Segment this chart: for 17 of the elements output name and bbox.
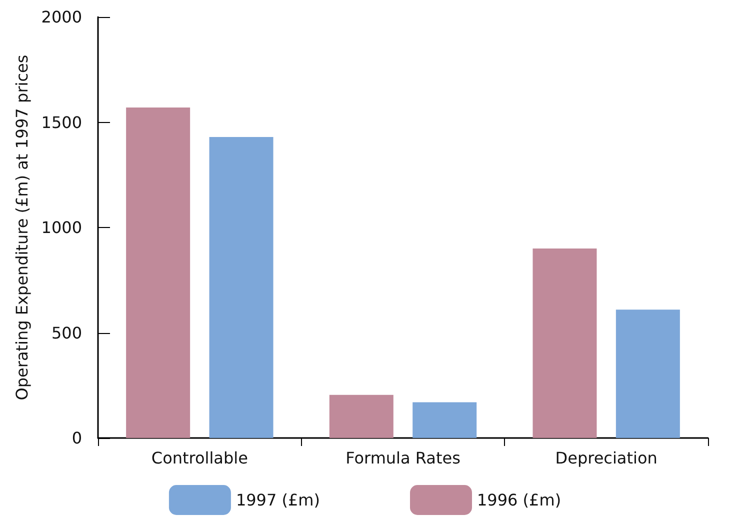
y-axis-title: Operating Expenditure (£m) at 1997 prices	[12, 54, 32, 400]
legend-label: 1996 (£m)	[477, 490, 562, 510]
y-tick-label: 1000	[41, 218, 82, 237]
bar	[532, 248, 597, 438]
y-tick-label: 1500	[41, 112, 82, 132]
bar	[329, 394, 394, 438]
bar	[126, 108, 190, 438]
y-tick-label: 2000	[41, 8, 82, 26]
bar	[209, 136, 274, 438]
bar	[616, 310, 680, 438]
x-tick-label: Formula Rates	[346, 448, 460, 468]
x-tick-label: Depreciation	[555, 448, 658, 468]
bar	[412, 402, 477, 438]
y-tick-label: 0	[72, 428, 82, 448]
legend-label: 1997 (£m)	[236, 490, 320, 510]
x-tick-label: Controllable	[151, 448, 248, 468]
y-tick-label: 500	[51, 323, 82, 342]
